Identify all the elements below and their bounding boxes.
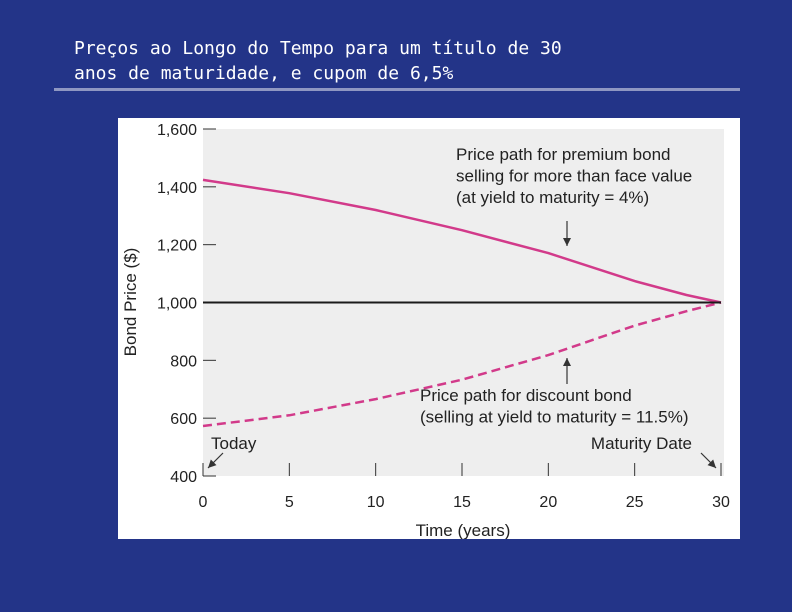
x-tick-label: 20 bbox=[539, 494, 557, 511]
x-axis-title: Time (years) bbox=[416, 521, 511, 539]
slide-title: Preços ao Longo do Tempo para um título … bbox=[74, 36, 694, 86]
y-axis-title: Bond Price ($) bbox=[121, 248, 140, 357]
x-tick-label: 0 bbox=[199, 494, 208, 511]
slide-title-line-2: anos de maturidade, e cupom de 6,5% bbox=[74, 63, 454, 84]
bond-price-chart: 400 600 800 1,000 1,200 1,400 1,600 0 5 10 15 20 25… bbox=[121, 122, 730, 540]
x-tick-label: 15 bbox=[453, 494, 471, 511]
y-tick-label: 1,000 bbox=[157, 296, 197, 313]
x-axis: 0 5 10 15 20 25 30 bbox=[199, 463, 730, 511]
y-tick-label: 1,200 bbox=[157, 238, 197, 255]
y-axis: 400 600 800 1,000 1,200 1,400 1,600 bbox=[157, 122, 216, 486]
series-line-premium bbox=[202, 178, 722, 304]
x-tick-label: 5 bbox=[285, 494, 294, 511]
annotation-discount-label: Price path for discount bond bbox=[420, 386, 632, 405]
annotation-maturity-label: Maturity Date bbox=[591, 434, 692, 453]
series-group bbox=[202, 178, 722, 428]
arrow-today-head bbox=[208, 459, 217, 468]
y-tick-label: 800 bbox=[170, 353, 197, 370]
annotation-premium-label: selling for more than face value bbox=[456, 167, 692, 186]
annotations-group: Price path for premium bond selling for m… bbox=[207, 145, 717, 469]
title-divider bbox=[54, 88, 740, 91]
arrow-maturity-head bbox=[707, 459, 716, 468]
x-tick-label: 30 bbox=[712, 494, 730, 511]
y-tick-label: 600 bbox=[170, 411, 197, 428]
chart-panel: 400 600 800 1,000 1,200 1,400 1,600 0 5 10 15 20 25… bbox=[118, 118, 740, 540]
series-line-discount bbox=[202, 301, 722, 428]
slide-title-line-1: Preços ao Longo do Tempo para um título … bbox=[74, 38, 562, 59]
x-tick-label: 25 bbox=[626, 494, 644, 511]
y-tick-label: 400 bbox=[170, 469, 197, 486]
y-tick-label: 1,600 bbox=[157, 122, 197, 139]
annotation-premium-label: (at yield to maturity = 4%) bbox=[456, 188, 649, 207]
x-tick-label: 10 bbox=[367, 494, 385, 511]
annotation-discount-label: (selling at yield to maturity = 11.5%) bbox=[420, 408, 689, 427]
annotation-premium-label: Price path for premium bond bbox=[456, 145, 671, 164]
annotation-today-label: Today bbox=[211, 434, 257, 453]
arrow-premium-head bbox=[563, 238, 571, 246]
y-tick-label: 1,400 bbox=[157, 180, 197, 197]
arrow-discount-head bbox=[563, 358, 571, 366]
